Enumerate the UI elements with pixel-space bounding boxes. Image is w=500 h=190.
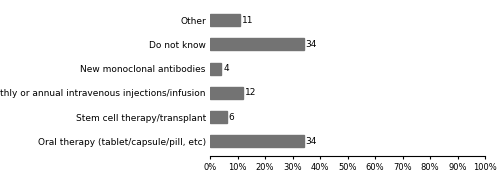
Bar	[210, 38, 304, 51]
Text: 34: 34	[306, 40, 317, 49]
Text: 12: 12	[245, 88, 256, 97]
Text: 4: 4	[223, 64, 229, 73]
Text: 6: 6	[228, 112, 234, 122]
Bar	[210, 14, 240, 26]
Bar	[210, 87, 243, 99]
Bar	[210, 63, 221, 75]
Bar	[210, 135, 304, 147]
Bar	[210, 111, 226, 123]
Text: 34: 34	[306, 137, 317, 146]
Text: 11: 11	[242, 16, 254, 25]
